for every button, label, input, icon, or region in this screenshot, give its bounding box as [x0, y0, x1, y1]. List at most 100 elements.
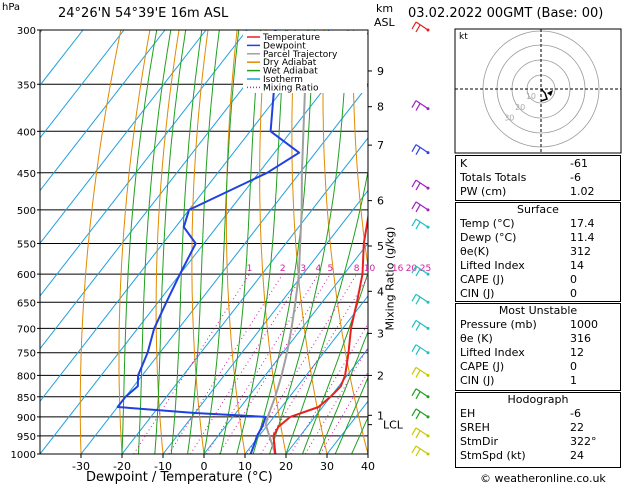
- wind-barb: [415, 445, 429, 455]
- surface-value: 0: [570, 287, 577, 300]
- wind-barb-dot: [426, 395, 430, 399]
- mixing-ratio-line: [206, 273, 319, 454]
- hodograph-ring-label: 30: [504, 114, 514, 123]
- hodograph-label: EH: [460, 407, 476, 420]
- mixing-ratio-line: [304, 346, 368, 454]
- pressure-tick-label: 700: [17, 324, 36, 335]
- mixing-ratio-label: 25: [420, 264, 431, 274]
- datetime-title: 03.02.2022 00GMT (Base: 00): [408, 6, 604, 21]
- surface-row: θe(K) 312: [456, 245, 620, 259]
- wind-barb: [415, 179, 429, 189]
- wet-adiabat-line: [301, 271, 368, 454]
- mixing-ratio-line: [190, 273, 304, 454]
- wind-barb: [415, 293, 429, 303]
- wet-adiabat-line: [121, 30, 158, 454]
- index-label: PW (cm): [460, 185, 507, 198]
- mixing-ratio-label: 4: [315, 264, 321, 274]
- hodograph-label: StmSpd (kt): [460, 449, 526, 462]
- mixing-ratio-line: [290, 322, 368, 454]
- isotherm-line: [203, 242, 368, 454]
- wind-barb-feather: [415, 391, 421, 400]
- wet-adiabat-line: [170, 30, 203, 454]
- legend-label: Temperature: [262, 33, 320, 43]
- wind-barb: [415, 427, 429, 437]
- pressure-tick-label: 450: [17, 169, 36, 180]
- chart-profiles: [116, 30, 368, 454]
- wind-barb-feather: [415, 296, 421, 305]
- temp-tick-label: -20: [113, 460, 131, 473]
- dry-adiabat-line: [118, 30, 151, 454]
- hodograph-value: 24: [570, 449, 584, 462]
- wet-adiabat-line: [203, 30, 240, 454]
- wind-barb-feather: [411, 367, 417, 375]
- hodograph-ring-label: 20: [515, 103, 525, 112]
- wind-barb-dot: [426, 415, 430, 419]
- wet-adiabat-line: [187, 30, 220, 454]
- surface-value: 14: [570, 259, 584, 272]
- mixing-ratio-label: 10: [364, 264, 376, 274]
- km-tick-label: 7: [377, 139, 384, 152]
- index-row: PW (cm) 1.02: [456, 185, 620, 199]
- dry-adiabat-line: [291, 30, 328, 454]
- wind-barb: [415, 144, 429, 154]
- wind-barb: [415, 408, 429, 418]
- most-unstable-value: 12: [570, 346, 584, 359]
- hodograph-value: -6: [570, 407, 581, 420]
- pressure-tick-label: 900: [17, 413, 36, 424]
- pressure-tick-label: 350: [17, 80, 36, 91]
- isotherm-line: [162, 189, 368, 454]
- wind-barb-feather: [411, 265, 417, 274]
- wind-barb-feather: [411, 344, 417, 352]
- wind-barb-dot: [426, 151, 430, 155]
- dry-adiabat-line: [79, 30, 122, 454]
- pressure-tick-label: 400: [17, 127, 36, 138]
- dry-adiabat-line: [191, 30, 209, 454]
- most-unstable-row: CIN (J) 1: [456, 374, 620, 388]
- chart-axes: 1 2 3 4 5 8 10 16 20 2530035040045050055060065070…: [11, 26, 432, 473]
- wet-adiabat-line: [269, 30, 349, 454]
- hodograph-row: StmDir 322°: [456, 435, 620, 449]
- dry-adiabat-line: [225, 30, 246, 454]
- hodograph-row: EH -6: [456, 407, 620, 421]
- legend-label: Dewpoint: [263, 41, 306, 51]
- mixing-ratio-label: 16: [392, 264, 404, 274]
- dry-adiabat-line: [352, 30, 368, 271]
- mixing-ratio-line: [260, 275, 368, 454]
- most-unstable-label: Pressure (mb): [460, 318, 537, 331]
- surface-label: CIN (J): [460, 287, 495, 300]
- chart-grid: [40, 30, 368, 454]
- wind-barb-feather: [411, 408, 417, 417]
- wind-barb: [415, 201, 429, 211]
- index-value: -6: [570, 171, 581, 184]
- wind-barb-feather: [415, 347, 421, 355]
- wind-barb: [415, 218, 429, 228]
- legend-label: Mixing Ratio: [263, 83, 319, 93]
- hodograph-row: SREH 22: [456, 421, 620, 435]
- surface-value: 312: [570, 245, 591, 258]
- most-unstable-row: Pressure (mb) 1000: [456, 318, 620, 332]
- mixing-ratio-label: 20: [406, 264, 418, 274]
- pressure-tick-label: 300: [17, 26, 36, 37]
- isotherm-line: [40, 31, 368, 454]
- isotherm-line: [40, 30, 125, 139]
- wind-barb-dot: [426, 186, 430, 190]
- hodograph-label: SREH: [460, 421, 490, 434]
- most-unstable-label: CIN (J): [460, 374, 495, 387]
- legend-label: Parcel Trajectory: [263, 50, 338, 60]
- wet-adiabat-line: [236, 30, 287, 454]
- km-label: km: [376, 2, 394, 15]
- wind-barb-feather: [415, 103, 421, 111]
- wind-barb-dot: [426, 107, 430, 111]
- asl-label: ASL: [374, 16, 395, 29]
- hodograph-ring-label: 10: [526, 92, 536, 101]
- wind-barb-feather: [415, 448, 421, 457]
- wet-adiabat-line: [285, 168, 368, 454]
- isotherm-line: [121, 137, 368, 454]
- mixing-ratio-label: 8: [354, 264, 360, 274]
- mixing-ratio-line: [246, 273, 358, 454]
- pressure-tick-label: 650: [17, 298, 36, 309]
- isotherm-line: [80, 84, 368, 454]
- pressure-tick-label: 950: [17, 432, 36, 443]
